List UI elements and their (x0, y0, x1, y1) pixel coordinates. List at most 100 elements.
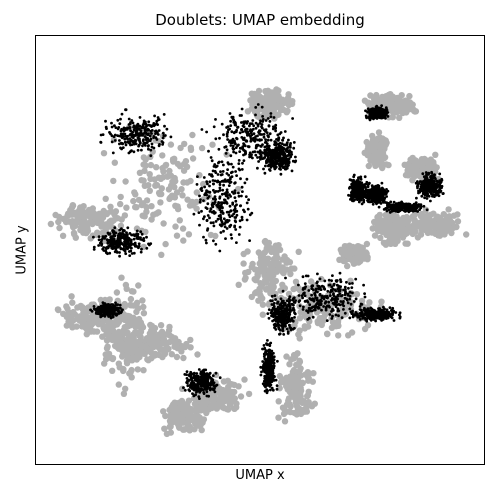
point (121, 247, 125, 251)
point (261, 115, 264, 118)
point (214, 171, 218, 175)
point (266, 339, 269, 342)
point (287, 270, 294, 278)
point (260, 105, 264, 109)
point (231, 190, 234, 194)
point (213, 179, 217, 183)
point (259, 119, 262, 123)
point (285, 397, 292, 405)
point (285, 141, 289, 145)
point (398, 311, 402, 315)
point (418, 156, 426, 163)
point (199, 198, 202, 202)
point (221, 188, 225, 192)
point (102, 195, 109, 202)
point (190, 202, 197, 209)
point (422, 214, 429, 221)
point (149, 148, 153, 152)
point (218, 208, 222, 212)
point (323, 279, 327, 283)
point (275, 323, 279, 327)
point (336, 307, 340, 310)
point (233, 141, 236, 144)
point (245, 201, 249, 205)
point (142, 121, 146, 125)
point (131, 121, 135, 125)
point (109, 305, 113, 309)
point (135, 305, 142, 312)
point (117, 222, 125, 229)
point (351, 282, 354, 285)
point (266, 151, 269, 155)
point (284, 156, 288, 160)
point (69, 299, 76, 306)
point (382, 101, 389, 108)
point (220, 220, 224, 224)
point (158, 190, 165, 198)
point (274, 263, 282, 270)
point (155, 119, 159, 123)
point (161, 141, 165, 145)
point (269, 354, 273, 357)
point (263, 171, 267, 175)
point (381, 315, 385, 319)
point (107, 219, 114, 227)
point (332, 282, 336, 286)
point (347, 286, 350, 290)
point (124, 108, 127, 112)
point (268, 348, 272, 352)
point (111, 151, 115, 155)
point (291, 319, 295, 322)
point (331, 274, 334, 277)
point (258, 150, 262, 153)
point (289, 373, 296, 380)
point (293, 316, 296, 319)
point (383, 307, 386, 311)
point (233, 196, 237, 200)
point (131, 130, 135, 134)
point (266, 312, 270, 315)
point (202, 235, 205, 239)
point (110, 246, 114, 250)
point (275, 384, 279, 387)
point (285, 384, 292, 391)
point (246, 120, 250, 123)
point (123, 242, 127, 246)
point (126, 338, 133, 345)
point (208, 173, 211, 176)
point (165, 186, 173, 193)
point (314, 296, 317, 300)
point (287, 403, 294, 410)
point (305, 309, 308, 313)
point (120, 134, 124, 137)
point (368, 313, 372, 317)
point (105, 251, 108, 255)
point (365, 162, 372, 170)
point (273, 294, 277, 297)
point (223, 198, 227, 202)
point (365, 310, 369, 314)
point (134, 366, 141, 373)
point (97, 307, 101, 311)
point (270, 308, 274, 312)
point (132, 233, 136, 237)
point (230, 130, 234, 134)
point (302, 305, 305, 309)
point (256, 166, 259, 170)
point (358, 312, 362, 315)
point (214, 220, 218, 223)
point (375, 142, 382, 149)
point (232, 121, 236, 124)
point (311, 305, 315, 309)
point (228, 224, 232, 228)
point (265, 388, 269, 391)
point (235, 241, 238, 245)
point (225, 387, 232, 395)
point (128, 122, 132, 126)
point (113, 226, 117, 230)
point (149, 154, 153, 158)
point (239, 177, 242, 181)
point (132, 142, 136, 146)
point (140, 367, 147, 374)
point (331, 307, 334, 311)
